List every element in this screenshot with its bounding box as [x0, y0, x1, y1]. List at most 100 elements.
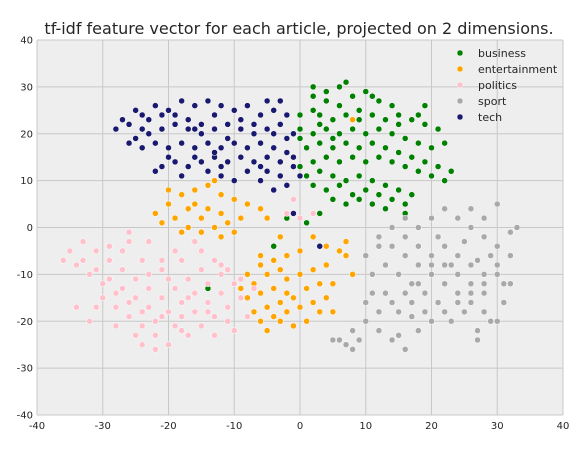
data-point — [60, 257, 67, 264]
data-point — [250, 285, 258, 292]
legend-label-politics: politics — [478, 79, 517, 92]
x-tick-label: -20 — [160, 421, 176, 432]
data-point — [138, 308, 146, 316]
data-point — [224, 121, 231, 128]
data-point — [237, 275, 245, 283]
data-point — [415, 168, 422, 175]
data-point — [66, 247, 74, 255]
data-point — [434, 163, 442, 170]
data-point — [250, 308, 258, 316]
data-point — [480, 233, 488, 241]
data-point — [355, 116, 363, 123]
data-point — [178, 327, 185, 334]
data-point — [362, 318, 369, 325]
data-point — [388, 130, 396, 137]
data-point — [132, 294, 139, 302]
y-tick-label: -30 — [17, 364, 33, 375]
data-point — [257, 205, 264, 212]
data-point — [388, 224, 396, 231]
data-point — [309, 210, 317, 217]
data-point — [395, 111, 402, 119]
data-point — [178, 313, 185, 320]
data-point — [467, 280, 475, 287]
data-point — [263, 303, 271, 311]
data-point — [277, 318, 284, 325]
data-point — [217, 233, 225, 241]
data-point — [106, 275, 113, 283]
data-point — [375, 97, 383, 105]
data-point — [250, 121, 258, 128]
data-point — [244, 168, 251, 175]
series-business — [204, 78, 455, 292]
data-point — [257, 111, 264, 119]
data-point — [296, 111, 304, 119]
data-point — [303, 219, 310, 227]
data-point — [257, 289, 264, 297]
data-point — [211, 125, 218, 133]
data-point — [165, 153, 172, 161]
data-point — [204, 139, 212, 147]
data-point — [434, 233, 442, 241]
data-point — [388, 102, 396, 109]
data-point — [99, 294, 106, 302]
data-point — [401, 252, 409, 259]
data-point — [152, 318, 159, 325]
data-point — [132, 332, 139, 339]
legend-marker-business — [456, 49, 464, 57]
data-point — [467, 289, 475, 297]
data-point — [237, 294, 245, 302]
series-politics — [60, 196, 317, 353]
data-point — [158, 266, 166, 273]
chart-title: tf-idf feature vector for each article, … — [44, 19, 553, 38]
data-point — [447, 318, 455, 325]
data-point — [184, 205, 192, 212]
data-point — [158, 313, 166, 320]
data-point — [224, 135, 231, 142]
data-point — [217, 210, 225, 217]
data-point — [375, 233, 383, 241]
data-point — [323, 97, 330, 105]
data-point — [224, 303, 231, 311]
legend-marker-politics — [456, 81, 464, 89]
data-point — [461, 238, 468, 245]
data-point — [382, 205, 389, 212]
data-point — [323, 125, 330, 133]
data-point — [513, 224, 521, 231]
data-point — [270, 313, 277, 320]
data-point — [283, 149, 291, 156]
data-point — [171, 322, 179, 330]
data-point — [408, 313, 416, 320]
data-point — [257, 163, 264, 170]
data-point — [86, 318, 93, 325]
data-point — [165, 275, 172, 283]
data-point — [73, 303, 80, 311]
data-point — [237, 214, 245, 222]
data-point — [454, 214, 462, 222]
data-point — [395, 121, 402, 128]
data-point — [277, 97, 284, 105]
data-point — [349, 271, 356, 278]
data-point — [79, 238, 87, 245]
data-point — [171, 121, 179, 128]
data-point — [263, 153, 271, 161]
x-tick-label: 30 — [491, 421, 504, 432]
data-point — [231, 196, 238, 203]
data-point — [184, 275, 192, 283]
data-point — [263, 327, 271, 334]
data-point — [283, 135, 291, 142]
data-point — [92, 266, 100, 273]
data-point — [184, 116, 192, 123]
data-point — [171, 247, 179, 255]
x-tick-label: 20 — [425, 421, 438, 432]
data-point — [441, 177, 448, 184]
data-point — [323, 261, 330, 269]
data-point — [382, 289, 389, 297]
data-point — [369, 271, 376, 278]
data-point — [316, 243, 323, 250]
data-point — [369, 177, 376, 184]
data-point — [342, 78, 350, 86]
data-point — [388, 336, 396, 344]
data-point — [224, 158, 231, 166]
data-point — [211, 313, 218, 320]
data-point — [329, 280, 337, 287]
